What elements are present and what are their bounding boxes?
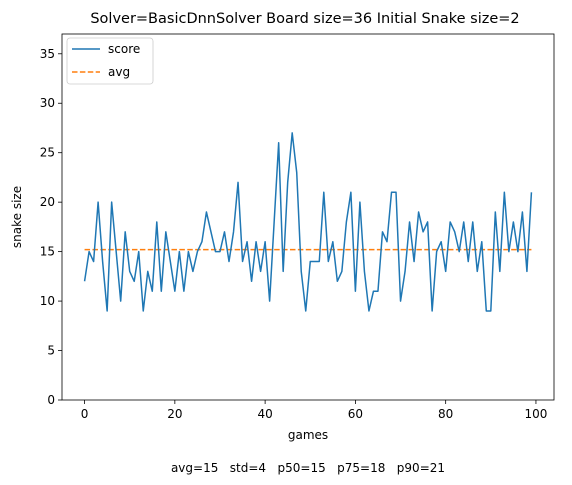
stats-footer: avg=15 std=4 p50=15 p75=18 p90=21	[171, 461, 445, 475]
x-tick-label: 40	[257, 407, 272, 421]
legend: score avg	[66, 37, 154, 85]
x-tick-label: 80	[438, 407, 453, 421]
y-tick-label: 35	[40, 47, 55, 61]
y-axis-ticks: 0 5 10 15 20 25 30 35	[40, 47, 62, 407]
plot-area	[62, 34, 554, 400]
y-tick-label: 10	[40, 294, 55, 308]
y-tick-label: 25	[40, 146, 55, 160]
x-axis-ticks: 0 20 40 60 80 100	[81, 400, 547, 421]
x-tick-label: 60	[348, 407, 363, 421]
x-tick-label: 20	[167, 407, 182, 421]
x-tick-label: 0	[81, 407, 89, 421]
legend-label-avg: avg	[108, 65, 130, 79]
series-line-score	[83, 132, 533, 312]
y-tick-label: 20	[40, 195, 55, 209]
y-axis-label: snake size	[10, 186, 24, 248]
y-tick-label: 5	[47, 344, 55, 358]
chart-title: Solver=BasicDnnSolver Board size=36 Init…	[90, 11, 519, 27]
x-tick-label: 100	[524, 407, 547, 421]
y-tick-label: 0	[47, 393, 55, 407]
y-tick-label: 30	[40, 96, 55, 110]
y-tick-label: 15	[40, 245, 55, 259]
legend-label-score: score	[108, 42, 140, 56]
plot-frame	[61, 33, 555, 401]
x-axis-label: games	[288, 428, 328, 442]
